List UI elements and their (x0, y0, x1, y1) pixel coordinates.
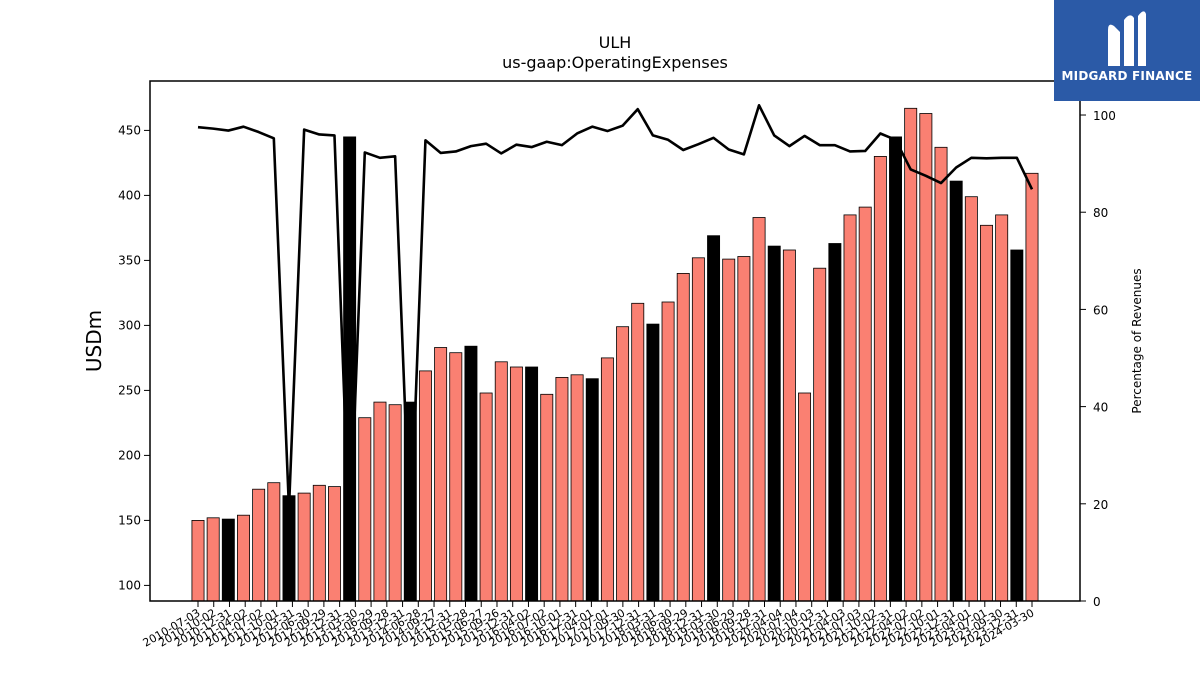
bar (843, 214, 857, 602)
bar (949, 180, 963, 602)
bar (267, 482, 281, 602)
bar (434, 347, 448, 602)
logo-text: MIDGARD FINANCE (1061, 69, 1193, 83)
bar (1025, 172, 1039, 602)
bar (964, 196, 978, 602)
bar (873, 155, 887, 602)
bar (798, 392, 812, 602)
y-tick-label: 200 (118, 448, 141, 462)
y2-tick-label: 20 (1093, 498, 1108, 512)
bar (737, 256, 751, 602)
bar (570, 374, 584, 602)
bar (555, 376, 569, 602)
y2-tick-label: 0 (1093, 595, 1101, 609)
bar (980, 224, 993, 602)
bar (995, 214, 1009, 602)
bar (904, 107, 918, 602)
bar (312, 484, 326, 602)
y-tick-label: 150 (118, 513, 141, 527)
plot-frame (149, 80, 1081, 602)
y-axis-label-left: USDm (82, 310, 106, 372)
bar (919, 113, 933, 602)
bar (889, 136, 902, 602)
bar (297, 492, 311, 602)
y-tick-label: 400 (118, 188, 141, 202)
bar (676, 272, 690, 602)
bar (600, 357, 614, 602)
midgard-finance-logo: MIDGARD FINANCE (1054, 0, 1200, 101)
y2-tick-label: 40 (1093, 401, 1108, 415)
bar (661, 301, 675, 602)
line-group (197, 104, 1034, 544)
bar (707, 235, 721, 602)
bar (782, 249, 796, 602)
bar (388, 404, 402, 602)
y2-tick-label: 100 (1093, 109, 1116, 123)
bar (858, 206, 872, 602)
y2-tick-label: 60 (1093, 303, 1108, 317)
bar (373, 401, 387, 602)
bar (752, 217, 766, 602)
y-tick-label: 350 (118, 253, 141, 267)
y-tick-label: 300 (118, 318, 141, 332)
bar (828, 243, 842, 602)
bar (813, 267, 827, 602)
y-tick-label: 100 (118, 578, 141, 592)
bars-group (191, 107, 1039, 602)
bar (585, 378, 599, 602)
bar (479, 392, 493, 602)
percentage-line (197, 104, 1034, 544)
bar (540, 393, 554, 602)
y-tick-label: 250 (118, 383, 141, 397)
bar (616, 326, 630, 602)
bar (358, 417, 372, 602)
y-axis-label-right: Percentage of Revenues (1130, 268, 1144, 413)
y2-tick-label: 80 (1093, 206, 1108, 220)
y-tick-label: 450 (118, 123, 141, 137)
bar (252, 488, 266, 602)
bar (494, 361, 508, 602)
bar (464, 345, 478, 602)
bar (206, 517, 220, 602)
bar (691, 257, 705, 602)
bar (767, 245, 781, 602)
bar (631, 302, 645, 602)
bar (934, 146, 948, 602)
bar (449, 352, 463, 602)
bar (282, 495, 296, 602)
axes-group: 1001502002503003504004500204060801002010… (118, 109, 1116, 650)
bar (509, 366, 523, 602)
bar (221, 518, 235, 602)
chart-subtitle: us-gaap:OperatingExpenses (502, 53, 728, 72)
chart-title: ULH (599, 33, 632, 52)
bar (646, 323, 660, 602)
logo-mark-icon (1108, 11, 1146, 67)
bar (418, 370, 432, 602)
bar (1010, 249, 1024, 602)
bar (722, 258, 736, 602)
bar (191, 520, 205, 602)
bar (237, 514, 250, 602)
bar (525, 366, 539, 602)
bar (328, 486, 341, 602)
